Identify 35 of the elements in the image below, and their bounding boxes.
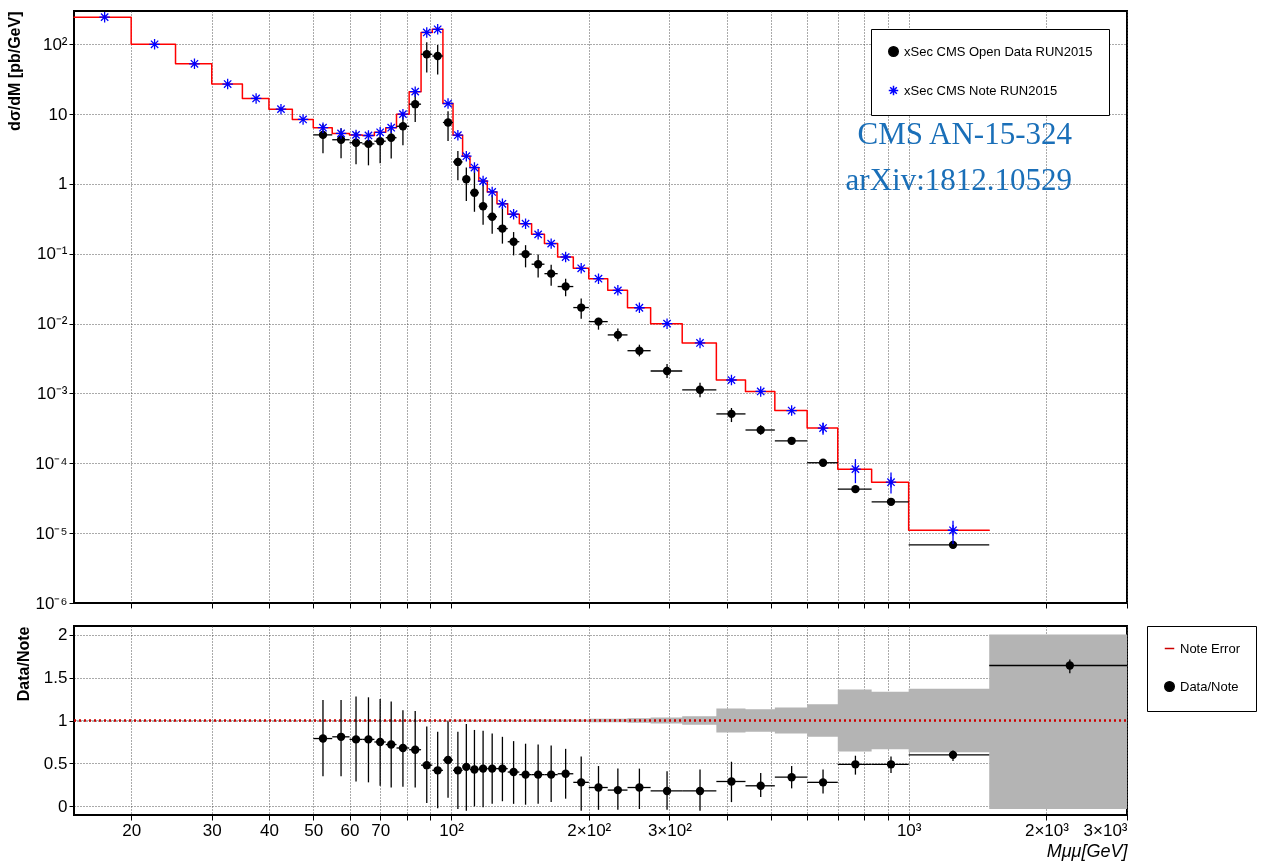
legend-label: xSec CMS Open Data RUN2015	[904, 43, 1093, 59]
legend-label: Note Error	[1180, 640, 1241, 656]
x-tick-label: 10²	[439, 820, 465, 840]
y-tick-label: 10⁻³	[36, 383, 68, 403]
x-tick-label: 3×10²	[647, 820, 693, 840]
y-tick-label: 10⁻²	[36, 314, 68, 334]
y-axis-title: Data/Note	[14, 626, 32, 702]
annotation: arXiv:1812.10529	[845, 162, 1072, 197]
x-tick-label: 30	[202, 820, 222, 840]
y-tick-label: 10	[48, 104, 68, 124]
y-tick-label: 10⁻⁴	[35, 453, 68, 473]
x-tick-label: 10³	[896, 820, 922, 840]
x-tick-label: 20	[122, 820, 142, 840]
legend-label: xSec CMS Note RUN2015	[904, 82, 1058, 98]
x-tick-label: 50	[304, 820, 324, 840]
y-tick-label: 10⁻¹	[36, 244, 68, 264]
y-tick-label: 10⁻⁵	[35, 523, 68, 543]
x-tick-label: 60	[340, 820, 360, 840]
x-tick-label: 3×10³	[1083, 820, 1128, 840]
legend-label: Data/Note	[1180, 678, 1239, 694]
y-axis-title: dσ/dM [pb/GeV]	[6, 11, 24, 131]
x-tick-label: 2×10³	[1024, 820, 1070, 840]
y-tick-label: 0.5	[43, 753, 68, 773]
x-tick-label: 70	[371, 820, 391, 840]
y-tick-label: 1	[58, 711, 68, 730]
y-tick-label: 10⁻⁶	[35, 593, 68, 613]
y-tick-label: 2	[58, 625, 68, 645]
y-tick-label: 10²	[42, 34, 68, 54]
x-tick-label: 2×10²	[567, 820, 612, 840]
x-tick-label: 40	[259, 820, 279, 840]
y-tick-label: 0	[58, 796, 68, 816]
y-tick-label: 1.5	[43, 668, 68, 688]
x-axis-title: Mμμ[GeV]	[1046, 840, 1129, 861]
annotation: CMS AN-15-324	[857, 116, 1073, 151]
y-tick-label: 1	[58, 174, 68, 194]
